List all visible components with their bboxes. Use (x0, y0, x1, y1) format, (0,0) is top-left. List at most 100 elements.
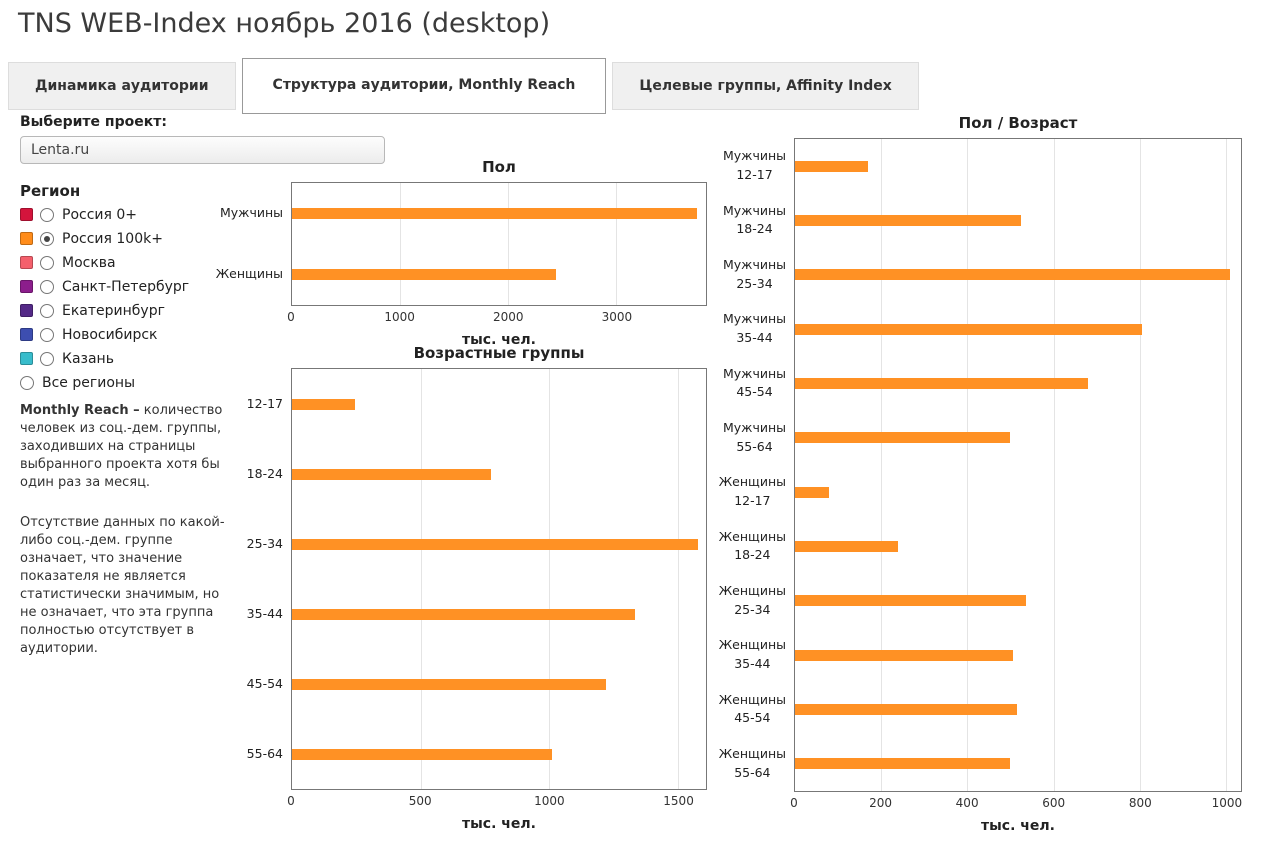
y-category-label: Мужчины 25-34 (723, 257, 786, 291)
bar-row (292, 509, 706, 579)
x-tick-label: 3000 (601, 310, 633, 324)
region-color-swatch (20, 328, 33, 341)
chart-gender-xaxis: 0 1000 2000 3000 (287, 310, 707, 326)
bar (795, 323, 1142, 335)
region-label: Все регионы (42, 374, 136, 391)
gridline (549, 369, 551, 789)
region-radio[interactable] (40, 255, 54, 270)
bar (292, 468, 492, 480)
region-radio[interactable] (40, 351, 54, 366)
monthly-reach-note-rest: количество человек из соц.-дем. группы, … (20, 403, 223, 490)
bar-row (795, 411, 1241, 465)
page-title: TNS WEB-Index ноябрь 2016 (desktop) (18, 8, 551, 39)
tab-1[interactable]: Динамика аудитории (8, 62, 236, 110)
region-radio[interactable] (40, 231, 54, 246)
bar (292, 748, 552, 760)
chart-age-groups-xaxis: 0 500 1000 1500 (287, 794, 707, 810)
y-category-label: Мужчины 18-24 (723, 202, 786, 237)
gridline (400, 183, 402, 305)
chart-gender-age-plot (794, 138, 1242, 792)
region-radio[interactable] (20, 375, 34, 390)
gridline (508, 183, 510, 305)
project-select-value: Lenta.ru (31, 142, 90, 158)
y-category-label: Женщины 45-54 (718, 691, 786, 726)
y-category-label: Женщины 18-24 (718, 528, 786, 563)
bar (795, 758, 1011, 770)
bar (795, 540, 899, 552)
bar-row (292, 244, 706, 305)
bar (795, 432, 1011, 444)
y-category-label: Мужчины 55-64 (723, 420, 786, 454)
bar (795, 377, 1089, 389)
region-list: Россия 0+ Россия 100k+ Москва Санкт-Петербу… (20, 204, 189, 393)
tab-2[interactable]: Структура аудитории, Monthly Reach (241, 58, 607, 114)
bar-row (795, 737, 1241, 791)
x-tick-label: 0 (287, 794, 295, 808)
region-color-swatch (20, 208, 33, 221)
region-row-6[interactable]: Новосибирск (20, 324, 189, 345)
region-row-8[interactable]: Все регионы (20, 372, 189, 393)
y-category-label: Женщины (215, 266, 283, 282)
region-radio[interactable] (40, 279, 54, 294)
x-tick-label: 1000 (384, 310, 415, 324)
y-category-label: Женщины 55-64 (718, 746, 786, 780)
region-row-7[interactable]: Казань (20, 348, 189, 369)
bar-row (795, 574, 1241, 628)
region-color-swatch (20, 256, 33, 269)
region-label: Россия 100k+ (62, 230, 163, 247)
region-color-swatch (20, 280, 33, 293)
project-select[interactable]: Lenta.ru (20, 136, 385, 164)
chart-gender-plot (291, 182, 707, 306)
tab-bar: Динамика аудитории Структура аудитории, M… (8, 58, 925, 114)
region-radio[interactable] (40, 303, 54, 318)
tab-3[interactable]: Целевые группы, Affinity Index (612, 62, 919, 110)
bar-row (795, 465, 1241, 519)
region-row-5[interactable]: Екатеринбург (20, 300, 189, 321)
bar-row (795, 193, 1241, 247)
x-tick-label: 200 (869, 796, 893, 810)
region-radio[interactable] (40, 207, 54, 222)
gridline (677, 369, 679, 789)
bar-row (795, 139, 1241, 193)
y-category-label: Мужчины 45-54 (723, 365, 786, 400)
bar (795, 269, 1231, 281)
y-category-label: Мужчины 12-17 (723, 148, 786, 183)
region-row-3[interactable]: Москва (20, 252, 189, 273)
bar (795, 160, 869, 172)
bar (795, 486, 830, 498)
region-row-1[interactable]: Россия 0+ (20, 204, 189, 225)
region-color-swatch (20, 232, 33, 245)
bar-row (795, 519, 1241, 573)
bar-row (292, 369, 706, 439)
bar (292, 398, 355, 410)
gridline (881, 139, 883, 791)
bar (292, 678, 606, 690)
region-section-title: Регион (20, 182, 81, 200)
chart-age-groups-ylabels: 12-17 18-24 25-34 35-44 45-54 55-64 (205, 368, 291, 790)
x-tick-label: 800 (1128, 796, 1152, 810)
bar-row (795, 302, 1241, 356)
bar-row (292, 439, 706, 509)
bar (795, 214, 1022, 226)
gridline (420, 369, 422, 789)
bar-row (292, 579, 706, 649)
region-row-4[interactable]: Санкт-Петербург (20, 276, 189, 297)
x-tick-label: 400 (955, 796, 979, 810)
gridline (1225, 139, 1227, 791)
y-category-label: 45-54 (246, 675, 283, 691)
region-label: Екатеринбург (62, 302, 165, 319)
chart-gender-age-title: Пол / Возраст (958, 114, 1078, 132)
bar (292, 608, 636, 620)
gridline (967, 139, 969, 791)
bar (795, 649, 1013, 661)
y-category-label: Женщины 35-44 (718, 637, 786, 672)
bar-row (795, 248, 1241, 302)
x-tick-label: 1000 (534, 794, 565, 808)
bar (292, 538, 699, 550)
y-category-label: 55-64 (246, 745, 283, 761)
region-radio[interactable] (40, 327, 54, 342)
region-color-swatch (20, 352, 33, 365)
region-row-2[interactable]: Россия 100k+ (20, 228, 189, 249)
chart-gender-xlabel: тыс. чел. (462, 332, 536, 348)
